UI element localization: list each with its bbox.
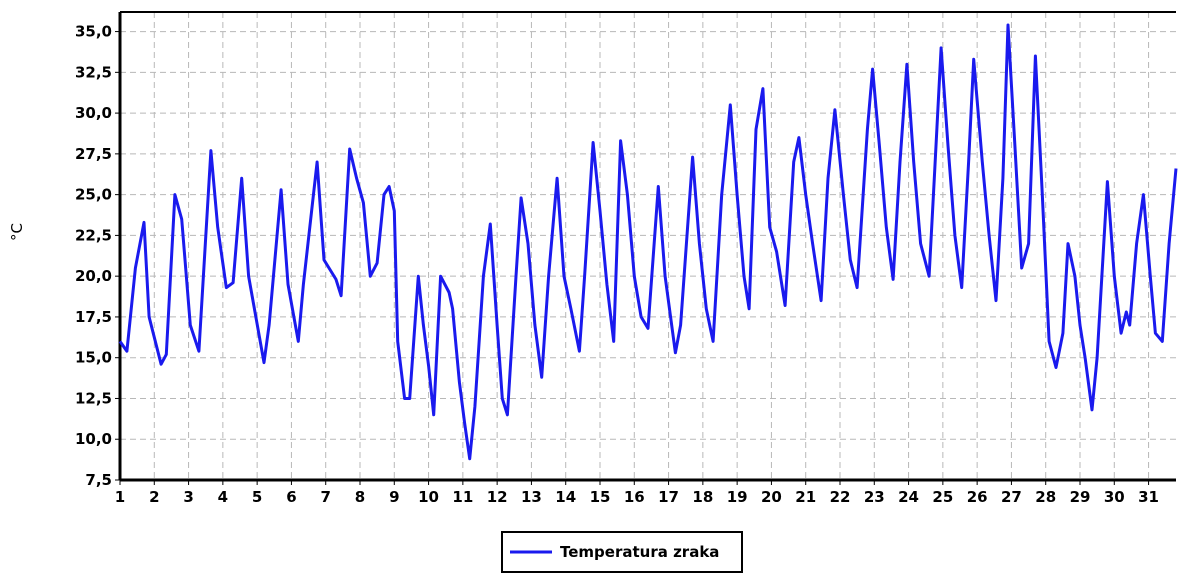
- legend-box: [501, 531, 743, 573]
- x-tick-label: 14: [555, 488, 576, 506]
- x-tick-label: 22: [830, 488, 851, 506]
- x-tick-label: 17: [658, 488, 679, 506]
- x-tick-label: 29: [1070, 488, 1091, 506]
- y-tick-label: 25,0: [75, 186, 112, 204]
- series-group: [118, 23, 1178, 461]
- x-tick-label: 13: [521, 488, 542, 506]
- x-tick-label: 21: [795, 488, 816, 506]
- x-tick-label: 7: [320, 488, 330, 506]
- y-tick-label: 7,5: [85, 471, 112, 489]
- x-tick-label: 26: [967, 488, 988, 506]
- x-tick-label: 2: [149, 488, 159, 506]
- x-tick-label: 24: [898, 488, 919, 506]
- x-axis-ticks: 1 2 3 4 5 6 7 8 9 10 11 12 13 14 15 16 17 18 19 20 21 22 23 24 2…: [115, 480, 1159, 506]
- x-tick-label: 25: [932, 488, 953, 506]
- x-tick-label: 23: [864, 488, 885, 506]
- legend[interactable]: Temperatura zraka: [501, 531, 743, 573]
- x-tick-label: 3: [183, 488, 193, 506]
- x-tick-label: 18: [692, 488, 713, 506]
- y-tick-label: 27,5: [75, 145, 112, 163]
- y-tick-label: 35,0: [75, 23, 112, 41]
- axes: [118, 11, 1176, 482]
- y-tick-label: 12,5: [75, 389, 112, 407]
- x-tick-label: 28: [1035, 488, 1056, 506]
- y-axis-ticks: 7,5 10,0 12,5 15,0 17,5 20,0 22,5 25,0 27,5 30,0 3…: [75, 23, 120, 489]
- y-tick-label: 10,0: [75, 430, 112, 448]
- x-tick-label: 20: [761, 488, 782, 506]
- x-tick-label: 4: [218, 488, 228, 506]
- y-tick-label: 22,5: [75, 226, 112, 244]
- y-tick-label: 15,0: [75, 349, 112, 367]
- x-tick-label: 27: [1001, 488, 1022, 506]
- x-tick-label: 11: [452, 488, 473, 506]
- x-tick-label: 5: [252, 488, 262, 506]
- y-tick-label: 30,0: [75, 104, 112, 122]
- x-tick-label: 31: [1138, 488, 1159, 506]
- y-tick-label: 32,5: [75, 63, 112, 81]
- y-tick-label: 20,0: [75, 267, 112, 285]
- x-tick-label: 6: [286, 488, 296, 506]
- x-tick-label: 8: [355, 488, 365, 506]
- x-tick-label: 10: [418, 488, 439, 506]
- x-tick-label: 30: [1104, 488, 1125, 506]
- y-axis-label: °C: [8, 223, 26, 241]
- x-tick-label: 1: [115, 488, 125, 506]
- series-line-temperatura-zraka: [118, 23, 1178, 461]
- legend-label: Temperatura zraka: [560, 543, 719, 561]
- x-tick-label: 9: [389, 488, 399, 506]
- x-tick-label: 15: [590, 488, 611, 506]
- y-tick-label: 17,5: [75, 308, 112, 326]
- x-tick-label: 16: [624, 488, 645, 506]
- x-tick-label: 19: [727, 488, 748, 506]
- x-tick-label: 12: [487, 488, 508, 506]
